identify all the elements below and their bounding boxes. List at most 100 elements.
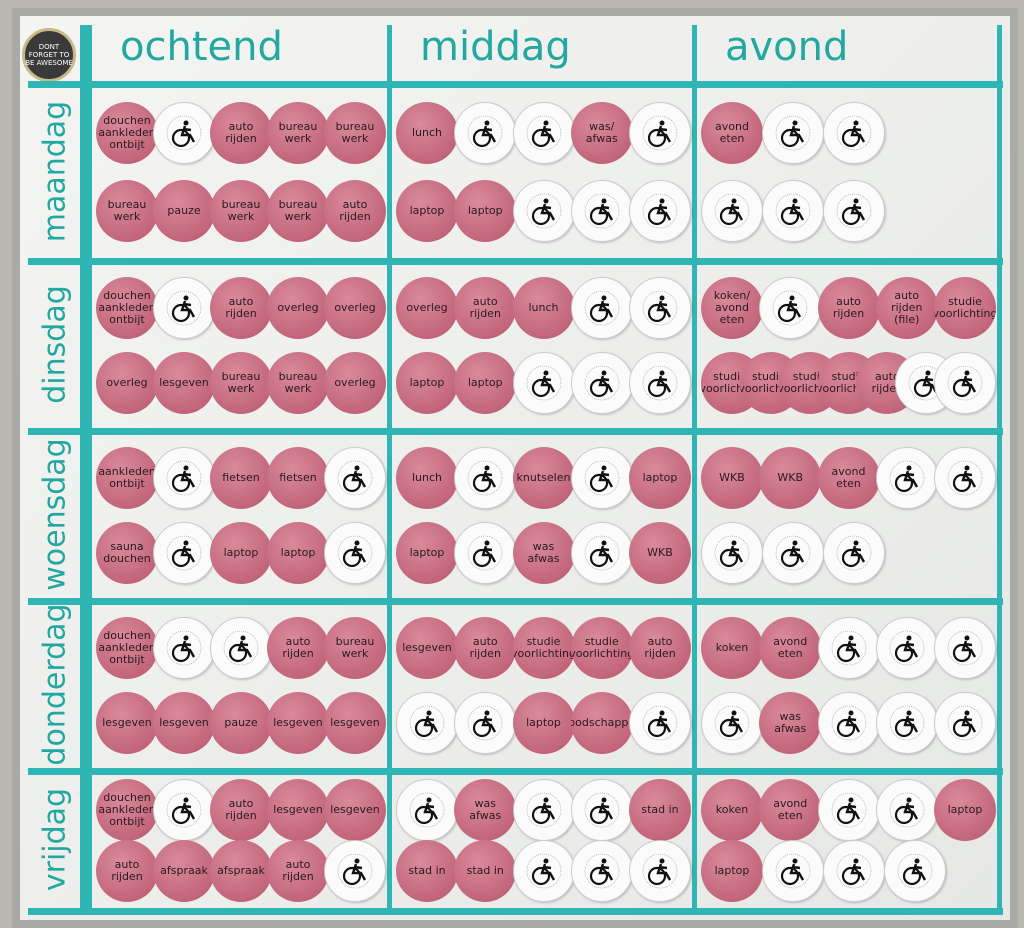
day-label: donderdag [37, 603, 73, 766]
spoon-sticker [875, 446, 938, 509]
spoon-sticker [570, 276, 633, 339]
spoon-sticker [512, 778, 575, 841]
spoon-sticker [153, 446, 215, 509]
spoon-sticker [817, 616, 880, 679]
activity-sticker: studie voorlichting [934, 276, 996, 339]
spoon-sticker [512, 179, 575, 242]
spoon-sticker [817, 691, 880, 754]
day-label: maandag [37, 100, 73, 242]
activity-sticker: laptop [934, 778, 996, 841]
activity-sticker: was afwas [454, 778, 517, 841]
activity-sticker: stad in [396, 840, 458, 903]
tape-vertical [87, 25, 92, 915]
spoon-sticker [512, 101, 575, 164]
activity-sticker: douchen aankleden ontbijt [96, 778, 158, 841]
tape-vertical [997, 25, 1002, 915]
activity-sticker: was afwas [512, 521, 575, 584]
activity-sticker: laptop [454, 351, 517, 414]
spoon-sticker [629, 840, 691, 903]
activity-sticker: fietsen [267, 446, 329, 509]
activity-sticker: boodschappen [570, 691, 633, 754]
spoon-sticker [875, 778, 938, 841]
activity-sticker: auto rijden [454, 616, 517, 679]
spoon-sticker [512, 840, 575, 903]
activity-sticker: WKB [629, 521, 691, 584]
activity-sticker: douchen aankleden ontbijt [96, 616, 158, 679]
spoon-sticker [396, 778, 458, 841]
tape-horizontal [28, 908, 1003, 915]
activity-sticker: studie voorlichting [570, 616, 633, 679]
activity-sticker: stad in [629, 778, 691, 841]
activity-sticker: overleg [267, 276, 329, 339]
activity-sticker: lesgeven [96, 691, 158, 754]
spoon-sticker [934, 351, 996, 414]
activity-sticker: lesgeven [324, 778, 386, 841]
spoon-sticker [823, 179, 885, 242]
spoon-sticker [570, 778, 633, 841]
activity-sticker: laptop [396, 179, 458, 242]
spoon-sticker [629, 179, 691, 242]
activity-sticker: auto rijden (file) [875, 276, 938, 339]
spoon-sticker [762, 179, 824, 242]
activity-sticker: studie voorlichting [512, 616, 575, 679]
activity-sticker: laptop [396, 521, 458, 584]
activity-sticker: avond eten [759, 778, 822, 841]
spoon-sticker [210, 616, 272, 679]
activity-sticker: fietsen [210, 446, 272, 509]
spoon-sticker [762, 101, 824, 164]
activity-sticker: douchen aankleden ontbijt [96, 101, 158, 164]
activity-sticker: overleg [324, 351, 386, 414]
tape-horizontal [28, 258, 1003, 265]
activity-sticker: auto rijden [210, 276, 272, 339]
activity-sticker: koken [701, 616, 763, 679]
activity-sticker: avond eten [817, 446, 880, 509]
activity-sticker: bureau werk [267, 351, 329, 414]
activity-sticker: bureau werk [210, 351, 272, 414]
column-header: ochtend [120, 24, 283, 70]
activity-sticker: overleg [396, 276, 458, 339]
activity-sticker: lunch [396, 101, 458, 164]
activity-sticker: knutselen [512, 446, 575, 509]
activity-sticker: pauze [153, 179, 215, 242]
activity-sticker: auto rijden [629, 616, 691, 679]
activity-sticker: koken [701, 778, 763, 841]
activity-sticker: lesgeven [153, 691, 215, 754]
spoon-sticker [153, 521, 215, 584]
spoon-sticker [454, 446, 517, 509]
tape-vertical [387, 25, 392, 915]
day-label: vrijdag [37, 787, 73, 892]
activity-sticker: bureau werk [210, 179, 272, 242]
activity-sticker: stad in [454, 840, 517, 903]
spoon-sticker [823, 521, 885, 584]
spoon-sticker [324, 840, 386, 903]
spoon-sticker [629, 351, 691, 414]
spoon-sticker [570, 521, 633, 584]
activity-sticker: laptop [629, 446, 691, 509]
activity-sticker: auto rijden [96, 840, 158, 903]
activity-sticker: lesgeven [324, 691, 386, 754]
spoon-sticker [629, 276, 691, 339]
spoon-sticker [153, 101, 215, 164]
spoon-sticker [324, 446, 386, 509]
spoon-sticker [701, 179, 763, 242]
activity-sticker: douchen aankleden ontbijt [96, 276, 158, 339]
activity-sticker: laptop [267, 521, 329, 584]
spoon-sticker [701, 521, 763, 584]
column-header: middag [420, 24, 571, 70]
spoon-sticker [875, 616, 938, 679]
activity-sticker: auto rijden [324, 179, 386, 242]
spoon-sticker [454, 101, 517, 164]
day-label: woensdag [37, 438, 73, 591]
spoon-sticker [934, 616, 996, 679]
spoon-sticker [454, 521, 517, 584]
spoon-sticker [512, 351, 575, 414]
spoon-sticker [570, 351, 633, 414]
activity-sticker: laptop [512, 691, 575, 754]
spoon-sticker [759, 276, 822, 339]
day-label: dinsdag [37, 285, 73, 404]
spoon-sticker [875, 691, 938, 754]
spoon-sticker [570, 840, 633, 903]
tape-vertical [692, 25, 697, 915]
spoon-sticker [153, 778, 215, 841]
activity-sticker: bureau werk [324, 101, 386, 164]
